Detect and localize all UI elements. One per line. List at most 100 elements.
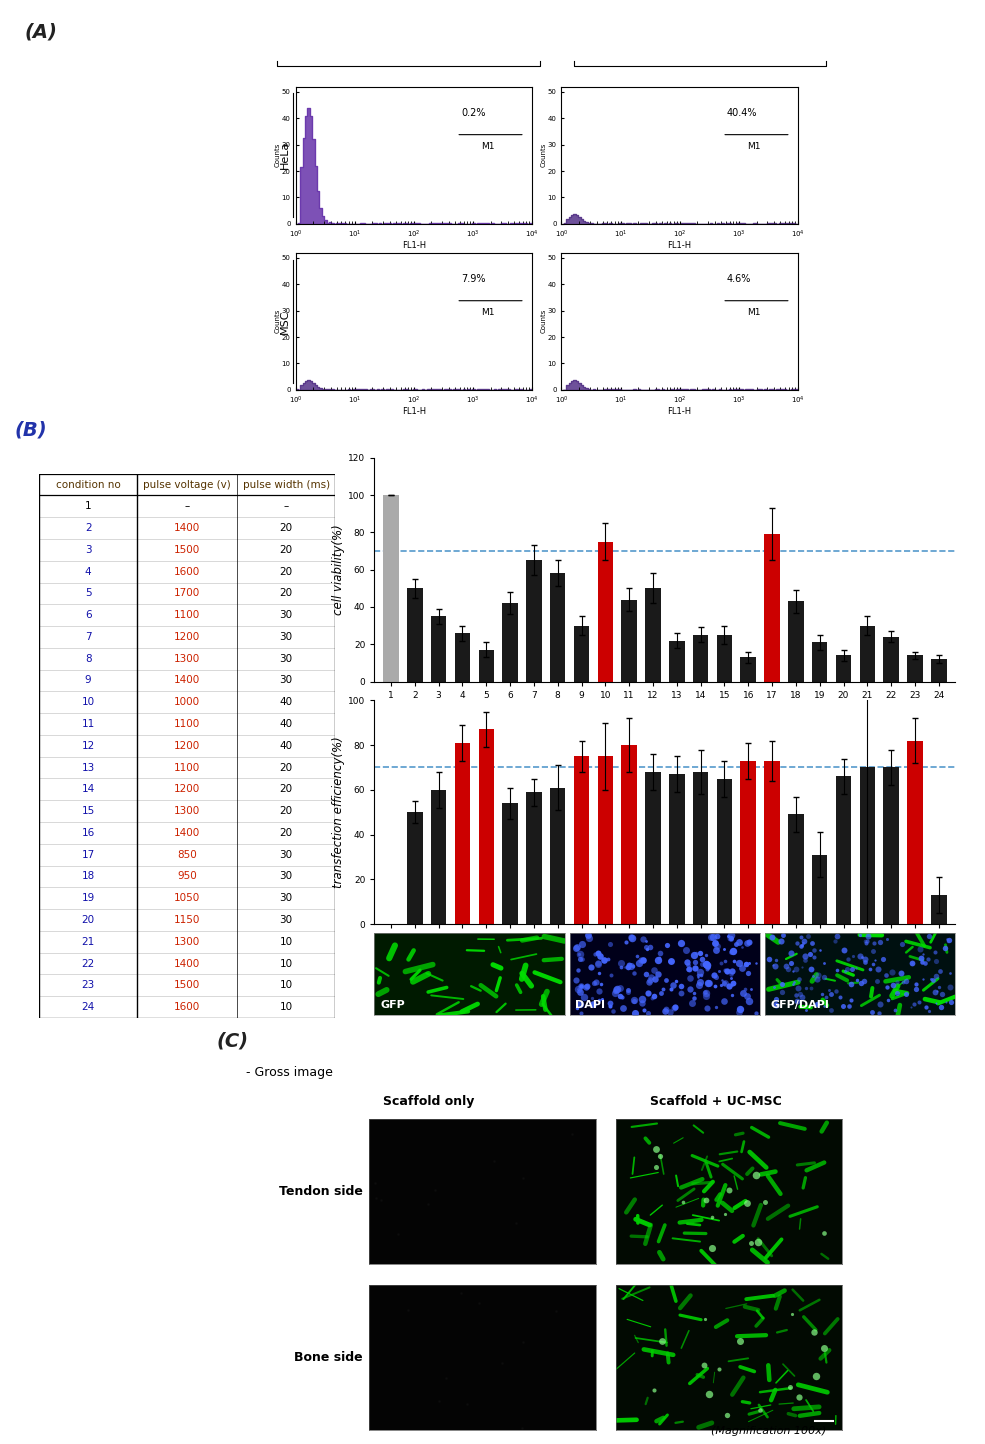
Point (694, 952, 710, 975)
Point (602, 991, 618, 1014)
Text: pulse voltage (v): pulse voltage (v) (143, 479, 231, 490)
Bar (907, 656, 923, 682)
Bar (812, 855, 827, 924)
Point (935, 983, 951, 1006)
Point (568, 969, 584, 992)
Point (572, 947, 588, 970)
Point (646, 985, 662, 1008)
Point (714, 969, 730, 992)
Point (658, 998, 674, 1021)
Point (640, 982, 656, 1005)
Point (650, 949, 666, 972)
Bar (598, 757, 613, 924)
Point (913, 947, 929, 970)
Point (699, 996, 715, 1019)
Point (373, 1188, 389, 1212)
Point (625, 962, 641, 985)
Text: 20: 20 (280, 806, 293, 816)
Point (793, 934, 809, 957)
Point (938, 937, 953, 960)
Text: 1600: 1600 (174, 566, 200, 576)
Point (866, 953, 882, 976)
Point (885, 960, 900, 983)
Text: 30: 30 (280, 915, 293, 926)
Point (828, 979, 844, 1002)
X-axis label: FL1-H: FL1-H (402, 407, 426, 416)
Point (654, 1330, 670, 1353)
Text: 1300: 1300 (174, 806, 200, 816)
Point (767, 988, 783, 1011)
Point (515, 1167, 531, 1190)
Point (622, 953, 637, 976)
Y-axis label: Counts: Counts (540, 143, 547, 168)
Point (938, 991, 953, 1014)
Point (579, 975, 595, 998)
Point (864, 1001, 880, 1024)
Point (625, 989, 641, 1012)
Point (686, 986, 701, 1009)
Point (809, 967, 824, 991)
Bar (884, 768, 899, 924)
Point (647, 967, 663, 991)
Point (627, 1001, 643, 1024)
Point (508, 1212, 524, 1235)
Y-axis label: transfection efficiency(%): transfection efficiency(%) (332, 736, 346, 888)
Point (646, 959, 662, 982)
Point (708, 966, 724, 989)
Point (687, 944, 702, 967)
Bar (479, 650, 494, 682)
Point (914, 950, 930, 973)
Point (778, 954, 794, 978)
Point (871, 1001, 886, 1024)
Point (836, 959, 852, 982)
Text: MSC: MSC (280, 309, 290, 334)
Point (764, 953, 780, 976)
Text: 20: 20 (280, 566, 293, 576)
Point (844, 957, 860, 980)
Text: 1200: 1200 (174, 784, 200, 794)
Text: 21: 21 (82, 937, 95, 947)
Text: HeLa: HeLa (280, 142, 290, 169)
Point (783, 952, 799, 975)
Text: –: – (184, 501, 190, 511)
Point (699, 957, 715, 980)
Point (929, 992, 945, 1015)
Point (570, 978, 586, 1001)
Point (942, 975, 957, 998)
Point (698, 943, 714, 966)
Point (609, 978, 624, 1001)
Point (652, 1144, 668, 1167)
Bar (741, 657, 755, 682)
Point (790, 976, 806, 999)
Bar (598, 542, 613, 682)
Point (885, 973, 900, 996)
Point (731, 930, 747, 953)
Point (810, 963, 825, 986)
Point (924, 967, 940, 991)
Point (568, 936, 584, 959)
Point (915, 967, 931, 991)
Bar (622, 745, 637, 924)
Point (612, 985, 627, 1008)
Point (705, 926, 721, 949)
Point (673, 975, 689, 998)
Bar (692, 635, 708, 682)
Point (716, 972, 732, 995)
Point (655, 978, 671, 1001)
Point (803, 957, 819, 980)
Bar (479, 729, 494, 924)
Bar (430, 790, 446, 924)
Point (578, 975, 594, 998)
Point (515, 1330, 531, 1353)
Point (421, 1191, 436, 1214)
Point (620, 980, 635, 1004)
Bar (645, 588, 661, 682)
Bar (669, 641, 685, 682)
Point (574, 931, 590, 954)
Point (633, 949, 649, 972)
Text: 1600: 1600 (174, 1002, 200, 1012)
Text: condition no: condition no (56, 479, 120, 490)
Point (700, 972, 716, 995)
Text: 15: 15 (82, 806, 95, 816)
Text: (Magnification 100x): (Magnification 100x) (710, 1427, 826, 1435)
